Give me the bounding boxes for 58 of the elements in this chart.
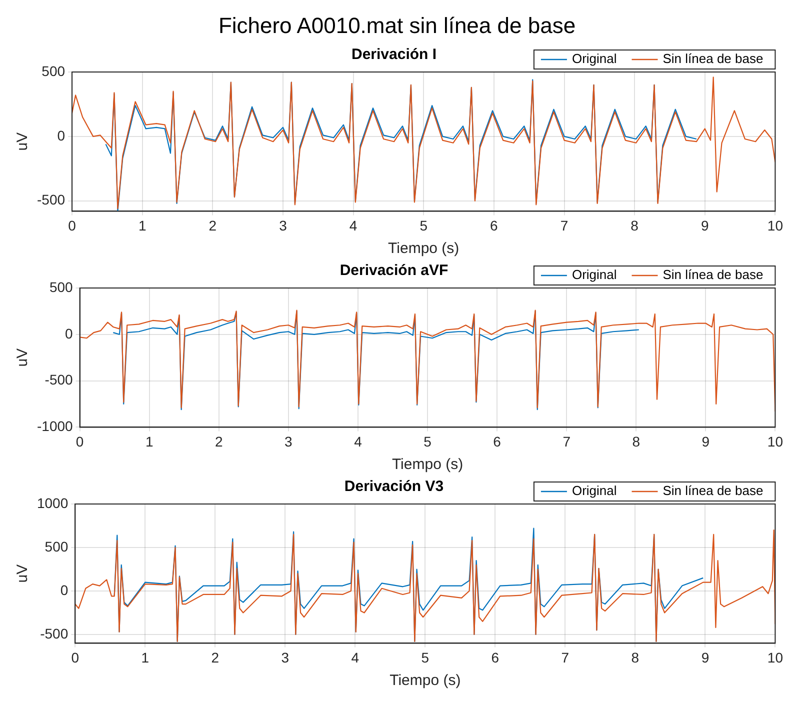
- x-tick-label: 5: [420, 217, 428, 234]
- legend-label: Sin línea de base: [662, 267, 764, 282]
- x-axis-title: Tiempo (s): [392, 456, 464, 474]
- x-tick-label: 2: [214, 433, 223, 450]
- x-tick-label: 8: [631, 649, 640, 666]
- text: Fichero A0010.mat sin línea de base: [217, 12, 577, 40]
- y-axis-title: uV: [14, 132, 32, 151]
- y-tick-label: 500: [49, 278, 74, 295]
- x-tick-label: 3: [281, 649, 290, 666]
- y-tick-label: 500: [44, 538, 68, 554]
- x-tick-label: 9: [701, 649, 710, 666]
- y-tick-label: -500: [40, 625, 68, 642]
- x-tick-label: 7: [561, 649, 570, 666]
- y-tick-label: -500: [44, 372, 74, 388]
- legend-label: Original: [572, 267, 617, 282]
- x-tick-label: 7: [560, 217, 568, 234]
- x-tick-label: 1: [145, 433, 154, 450]
- x-tick-label: 10: [767, 217, 784, 234]
- chart-title: Derivación I: [351, 46, 437, 64]
- legend-label: Original: [572, 483, 617, 498]
- x-tick-label: 1: [141, 649, 150, 666]
- x-tick-label: 4: [354, 433, 362, 450]
- x-tick-label: 7: [562, 433, 571, 450]
- y-tick-label: 500: [42, 62, 66, 79]
- x-tick-label: 6: [493, 433, 502, 450]
- x-tick-label: 3: [279, 217, 288, 234]
- legend-label: Sin línea de base: [662, 51, 764, 66]
- x-tick-label: 2: [211, 649, 220, 666]
- x-tick-label: 8: [630, 217, 639, 234]
- legend-label: Original: [572, 51, 617, 66]
- chart-title: Derivación V3: [344, 478, 444, 496]
- y-tick-label: 1000: [36, 494, 68, 511]
- x-tick-label: 0: [76, 433, 84, 450]
- x-axis-title: Tiempo (s): [388, 240, 460, 258]
- x-tick-label: 5: [424, 433, 432, 450]
- y-axis-title: uV: [14, 348, 32, 367]
- x-tick-label: 4: [351, 649, 360, 666]
- y-tick-label: -1000: [36, 418, 74, 434]
- x-tick-label: 6: [490, 217, 498, 234]
- legend-label: Sin línea de base: [662, 483, 764, 498]
- x-tick-label: 4: [349, 217, 358, 234]
- x-tick-label: 9: [700, 217, 709, 234]
- x-tick-label: 3: [284, 433, 293, 450]
- x-tick-label: 8: [632, 433, 640, 450]
- x-tick-label: 10: [767, 433, 784, 450]
- chart-title: Derivación aVF: [340, 262, 448, 280]
- x-tick-label: 2: [208, 217, 217, 234]
- x-tick-label: 9: [702, 433, 710, 450]
- x-axis-title: Tiempo (s): [390, 672, 461, 690]
- x-tick-label: 1: [138, 217, 146, 234]
- x-tick-label: 5: [421, 649, 430, 666]
- y-tick-label: 0: [57, 127, 66, 144]
- y-axis-title: uV: [14, 564, 32, 583]
- y-tick-label: 0: [65, 325, 74, 342]
- x-tick-label: 10: [767, 649, 784, 666]
- y-tick-label: 0: [60, 582, 68, 598]
- x-tick-label: 6: [491, 649, 500, 666]
- y-tick-label: -500: [36, 192, 66, 208]
